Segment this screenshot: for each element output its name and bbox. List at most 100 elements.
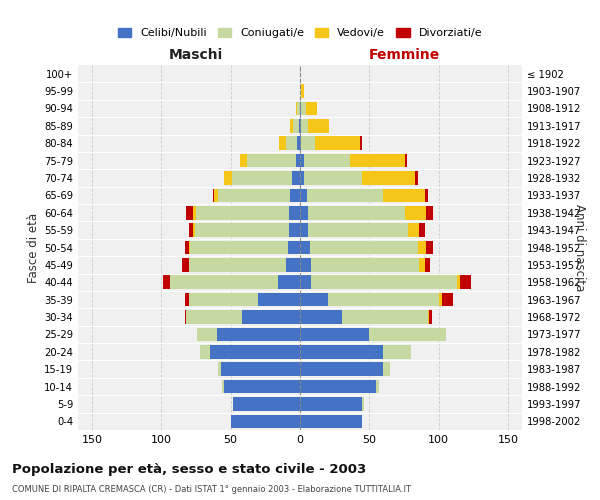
Bar: [310, 240, 418, 254]
Bar: [286, 136, 297, 150]
Bar: [299, 119, 300, 132]
Bar: [170, 276, 278, 289]
Bar: [185, 240, 189, 254]
Bar: [308, 119, 329, 132]
Bar: [300, 240, 310, 254]
Bar: [362, 397, 364, 410]
Bar: [419, 258, 425, 272]
Bar: [383, 362, 390, 376]
Bar: [214, 188, 218, 202]
Bar: [315, 136, 359, 150]
Bar: [297, 136, 300, 150]
Bar: [301, 119, 308, 132]
Bar: [224, 171, 232, 185]
Bar: [300, 84, 301, 98]
Bar: [350, 154, 406, 168]
Bar: [224, 380, 300, 394]
Bar: [218, 188, 290, 202]
Bar: [300, 362, 383, 376]
Bar: [290, 188, 300, 202]
Bar: [415, 171, 418, 185]
Bar: [300, 276, 311, 289]
Bar: [383, 188, 425, 202]
Bar: [300, 171, 304, 185]
Bar: [300, 102, 301, 115]
Bar: [290, 119, 293, 132]
Bar: [425, 258, 430, 272]
Bar: [185, 310, 186, 324]
Bar: [383, 345, 411, 358]
Bar: [296, 102, 297, 115]
Legend: Celibi/Nubili, Coniugati/e, Vedovi/e, Divorziati/e: Celibi/Nubili, Coniugati/e, Vedovi/e, Di…: [113, 23, 487, 43]
Bar: [300, 206, 308, 220]
Bar: [300, 345, 383, 358]
Bar: [200, 345, 210, 358]
Bar: [406, 206, 426, 220]
Bar: [300, 136, 301, 150]
Bar: [242, 310, 300, 324]
Bar: [428, 310, 429, 324]
Y-axis label: Anni di nascita: Anni di nascita: [572, 204, 586, 291]
Bar: [210, 345, 300, 358]
Bar: [300, 188, 307, 202]
Bar: [419, 224, 425, 237]
Bar: [289, 224, 300, 237]
Bar: [362, 171, 415, 185]
Bar: [278, 276, 300, 289]
Bar: [359, 136, 362, 150]
Bar: [301, 84, 304, 98]
Bar: [182, 258, 189, 272]
Text: Maschi: Maschi: [169, 48, 223, 62]
Bar: [300, 328, 370, 341]
Bar: [301, 136, 315, 150]
Bar: [190, 240, 287, 254]
Text: COMUNE DI RIPALTA CREMASCA (CR) - Dati ISTAT 1° gennaio 2003 - Elaborazione TUTT: COMUNE DI RIPALTA CREMASCA (CR) - Dati I…: [12, 485, 411, 494]
Bar: [300, 258, 311, 272]
Bar: [311, 276, 457, 289]
Bar: [297, 102, 300, 115]
Bar: [304, 171, 362, 185]
Bar: [425, 188, 428, 202]
Bar: [292, 171, 300, 185]
Bar: [241, 154, 247, 168]
Bar: [311, 258, 419, 272]
Bar: [185, 293, 189, 306]
Bar: [189, 240, 190, 254]
Bar: [341, 310, 428, 324]
Bar: [300, 397, 362, 410]
Bar: [300, 119, 301, 132]
Bar: [287, 240, 300, 254]
Bar: [426, 206, 433, 220]
Bar: [212, 188, 214, 202]
Bar: [279, 136, 286, 150]
Bar: [223, 380, 224, 394]
Bar: [439, 293, 442, 306]
Bar: [221, 362, 300, 376]
Bar: [186, 206, 193, 220]
Bar: [460, 276, 470, 289]
Bar: [289, 206, 300, 220]
Bar: [186, 310, 242, 324]
Bar: [300, 293, 328, 306]
Bar: [457, 276, 460, 289]
Bar: [408, 224, 419, 237]
Bar: [189, 224, 193, 237]
Bar: [247, 154, 296, 168]
Bar: [301, 102, 305, 115]
Bar: [286, 258, 300, 272]
Y-axis label: Fasce di età: Fasce di età: [27, 212, 40, 282]
Bar: [305, 102, 317, 115]
Bar: [308, 224, 408, 237]
Bar: [426, 240, 433, 254]
Bar: [197, 328, 217, 341]
Bar: [194, 224, 289, 237]
Bar: [163, 276, 170, 289]
Bar: [376, 380, 379, 394]
Text: Popolazione per età, sesso e stato civile - 2003: Popolazione per età, sesso e stato civil…: [12, 462, 366, 475]
Bar: [193, 206, 196, 220]
Bar: [300, 380, 376, 394]
Text: Femmine: Femmine: [368, 48, 440, 62]
Bar: [304, 154, 350, 168]
Bar: [406, 154, 407, 168]
Bar: [232, 171, 292, 185]
